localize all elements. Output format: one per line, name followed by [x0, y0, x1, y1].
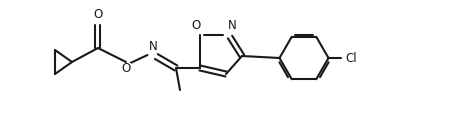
Text: O: O — [93, 8, 102, 21]
Text: N: N — [227, 19, 236, 32]
Text: Cl: Cl — [345, 51, 356, 65]
Text: O: O — [121, 63, 130, 75]
Text: O: O — [191, 19, 200, 32]
Text: N: N — [148, 40, 157, 53]
